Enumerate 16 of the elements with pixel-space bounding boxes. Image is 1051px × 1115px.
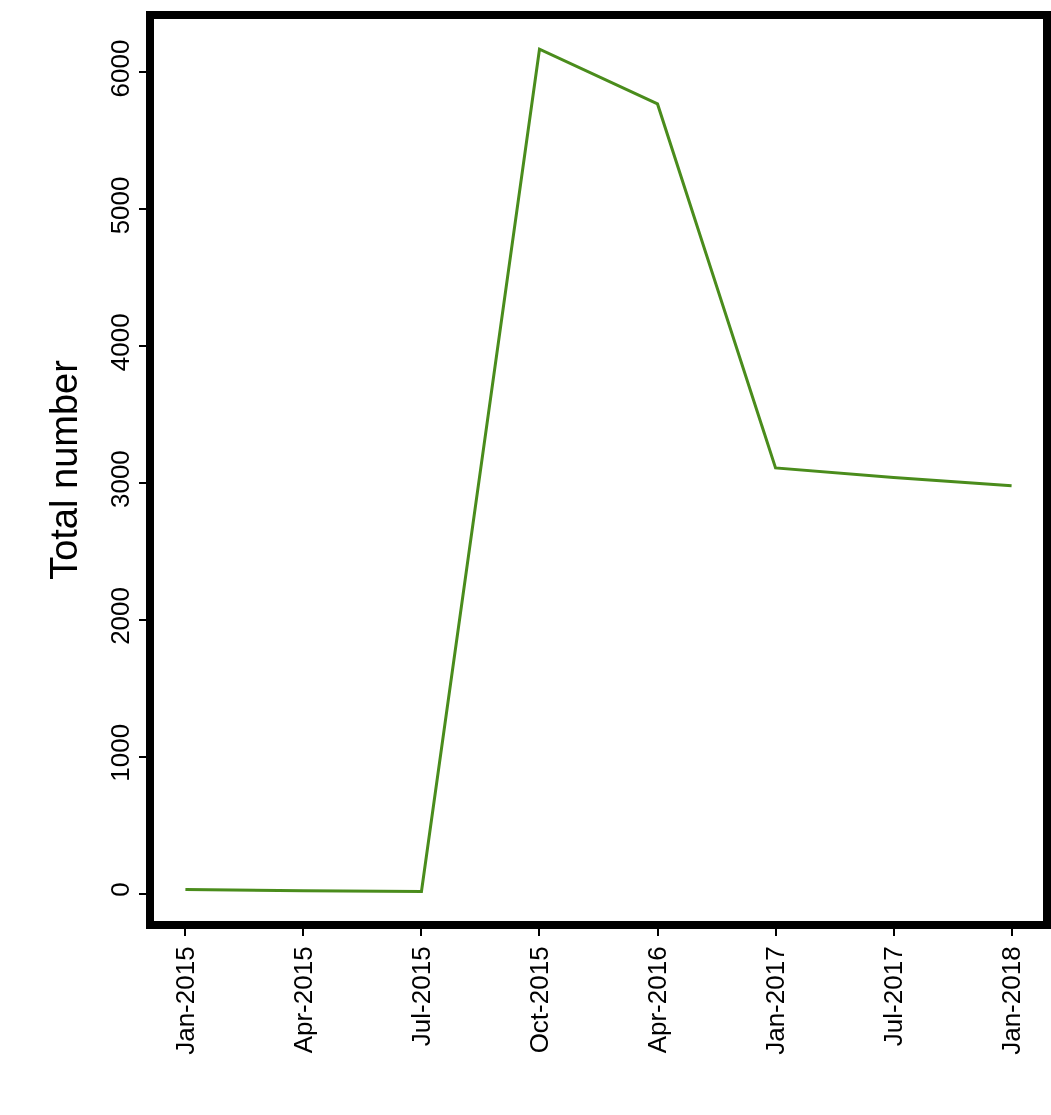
x-tick-label: Apr-2016 [641,946,672,1054]
x-tick-label: Jul-2017 [878,946,909,1047]
x-tick-label: Jan-2018 [996,946,1027,1055]
x-tick-label: Jul-2015 [405,946,436,1047]
y-axis-title: Total number [42,359,85,580]
y-tick-label: 5000 [104,176,135,235]
y-tick-label: 2000 [104,587,135,645]
x-tick-label: Jan-2017 [759,946,790,1055]
x-tick-label: Oct-2015 [523,946,554,1054]
y-tick-label: 1000 [104,723,135,782]
y-tick-label: 0 [104,882,135,897]
x-tick-label: Apr-2015 [287,946,318,1054]
y-tick-label: 6000 [104,39,135,98]
y-tick-label: 3000 [104,450,135,509]
x-tick-label: Jan-2015 [169,946,200,1055]
y-tick-label: 4000 [104,313,135,372]
